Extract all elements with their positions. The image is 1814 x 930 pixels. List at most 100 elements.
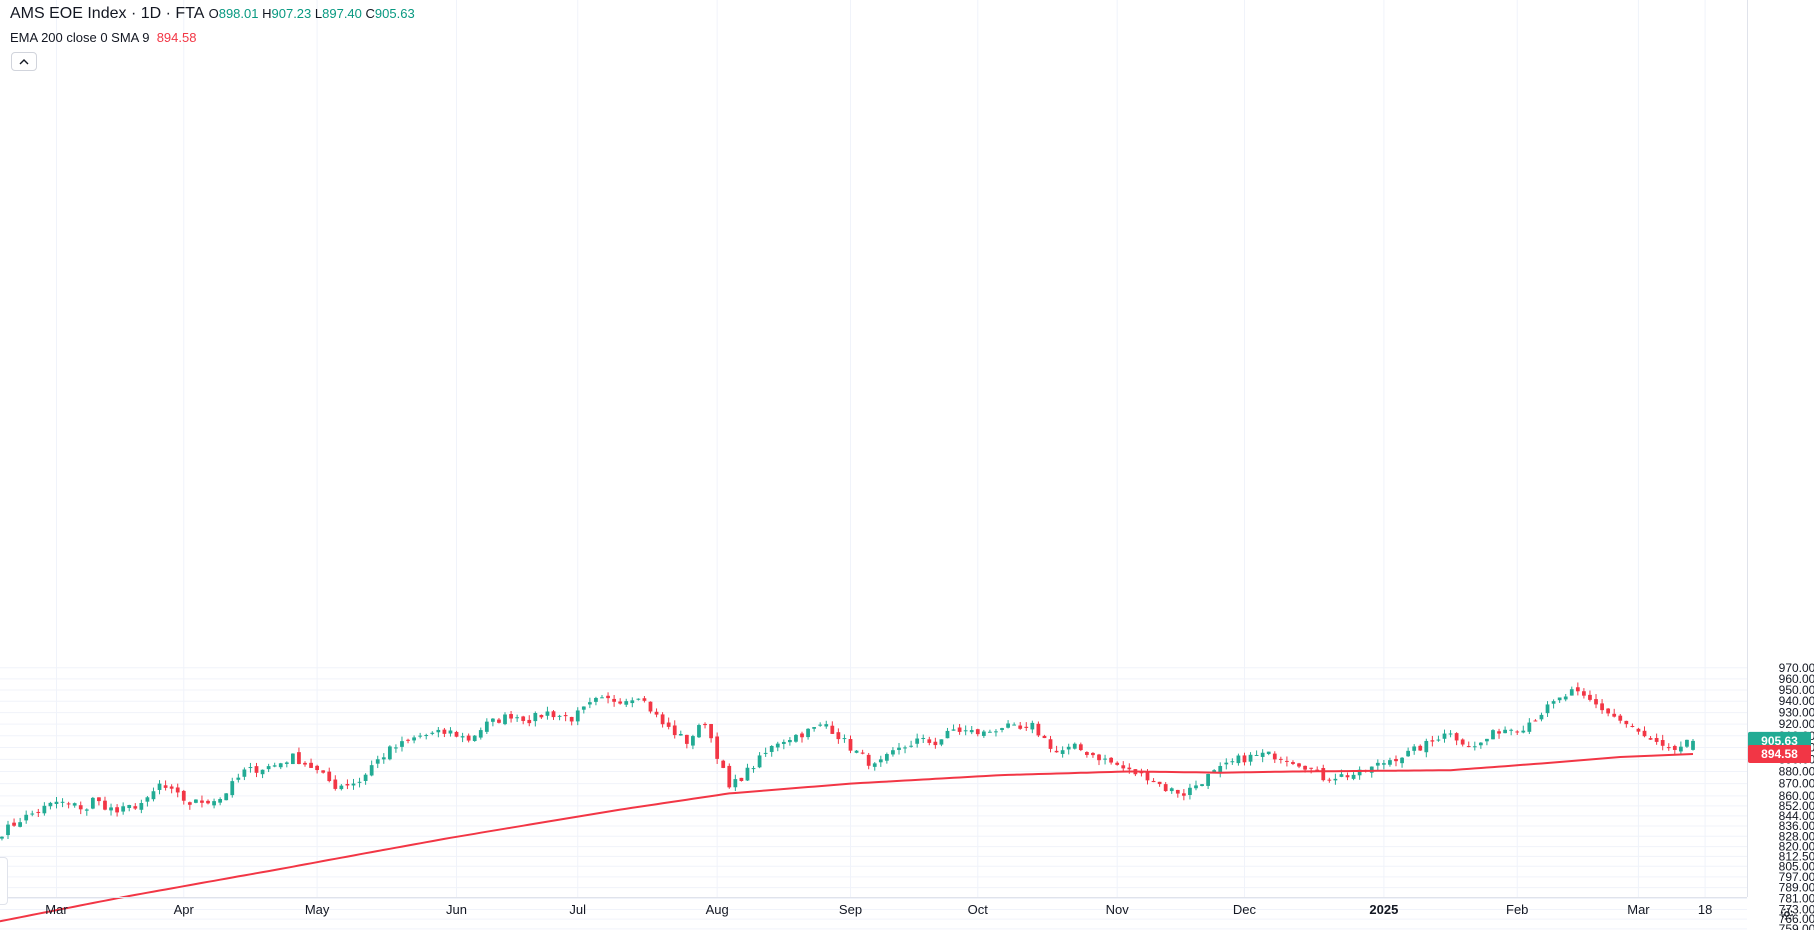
candle [715, 732, 720, 764]
candle [969, 726, 974, 735]
candle [18, 817, 23, 828]
y-tick-label: 789.00 [1779, 881, 1814, 895]
candle [66, 801, 71, 809]
candle [236, 773, 241, 783]
close-value: 905.63 [374, 6, 415, 21]
candle [115, 804, 119, 817]
candle [860, 749, 865, 755]
candle [721, 759, 726, 769]
candle [454, 730, 459, 738]
candle [466, 733, 471, 743]
svg-text:894.58: 894.58 [1761, 747, 1798, 761]
candle [1297, 762, 1301, 769]
candle [1382, 759, 1386, 770]
candle [151, 787, 156, 802]
candle [484, 718, 489, 735]
candle [248, 762, 253, 773]
candle [6, 820, 10, 840]
candle [200, 795, 204, 808]
candle [127, 804, 132, 812]
candle [1242, 752, 1247, 766]
candle [1424, 738, 1429, 758]
candle [1006, 720, 1010, 729]
candle [1048, 735, 1053, 753]
high-value: 907.23 [271, 6, 312, 21]
candle [660, 712, 665, 728]
y-tick-label: 950.00 [1779, 683, 1814, 697]
candle [515, 714, 520, 722]
y-tick-label: 960.00 [1779, 672, 1814, 686]
candle [503, 712, 507, 726]
indicator-legend[interactable]: EMA 200 close 0 SMA 9 894.58 [10, 30, 196, 45]
candle [1115, 761, 1120, 766]
candle [1024, 722, 1029, 731]
candle [1618, 713, 1623, 724]
candle [1648, 736, 1653, 741]
candle [175, 783, 180, 798]
candle [678, 730, 683, 736]
candle [818, 722, 823, 727]
candle [1012, 722, 1017, 726]
close-key: C [365, 6, 375, 21]
candle [1678, 741, 1683, 754]
candle [1575, 682, 1580, 696]
y-tick-label: 773.00 [1779, 902, 1814, 916]
candle [1478, 742, 1483, 749]
candle [684, 734, 689, 749]
side-panel-handle[interactable] [0, 857, 8, 905]
candle [121, 802, 126, 815]
y-tick-label: 870.00 [1779, 777, 1814, 791]
candle [145, 796, 150, 807]
symbol-title[interactable]: AMS EOE Index · 1D · FTA [10, 5, 205, 22]
x-tick-label: Oct [968, 902, 989, 917]
candle [903, 745, 907, 754]
candle [1351, 771, 1356, 781]
x-tick-label: Jul [569, 902, 586, 917]
candle [363, 773, 368, 785]
candle [745, 763, 750, 781]
y-tick-label: 759.00 [1779, 922, 1814, 930]
candle [1072, 742, 1077, 750]
candle [60, 798, 65, 808]
candle [1606, 708, 1611, 717]
candle [836, 728, 841, 744]
candle [1436, 735, 1441, 742]
ema-price-tag: 894.58 [1748, 744, 1811, 763]
x-tick-label: Nov [1106, 902, 1130, 917]
candle [351, 778, 356, 790]
candle [97, 797, 101, 806]
candle [194, 799, 198, 804]
candle [327, 767, 332, 783]
candle [460, 732, 465, 743]
chart-settings-button[interactable] [1776, 903, 1798, 925]
collapse-legend-button[interactable] [11, 52, 37, 71]
candle [1672, 744, 1677, 755]
y-tick-label: 820.00 [1779, 840, 1814, 854]
candle [509, 710, 513, 723]
candle [1612, 708, 1617, 718]
candle [1175, 789, 1180, 798]
candle [345, 779, 350, 790]
candle [339, 784, 344, 791]
candle [1230, 758, 1235, 765]
candle [0, 836, 4, 841]
candle [1291, 760, 1295, 766]
candle [800, 731, 804, 743]
candle [1091, 752, 1095, 758]
candle [1375, 759, 1380, 771]
candle [1260, 749, 1265, 763]
candle [521, 715, 526, 725]
candle [497, 717, 501, 724]
candle [788, 737, 792, 746]
candle [224, 793, 229, 801]
candle [430, 731, 435, 736]
candle [218, 797, 223, 806]
candle [939, 739, 944, 747]
candle [569, 716, 574, 726]
candle [897, 742, 901, 755]
candle [30, 810, 35, 817]
candle [1285, 756, 1289, 767]
candle [12, 818, 16, 827]
